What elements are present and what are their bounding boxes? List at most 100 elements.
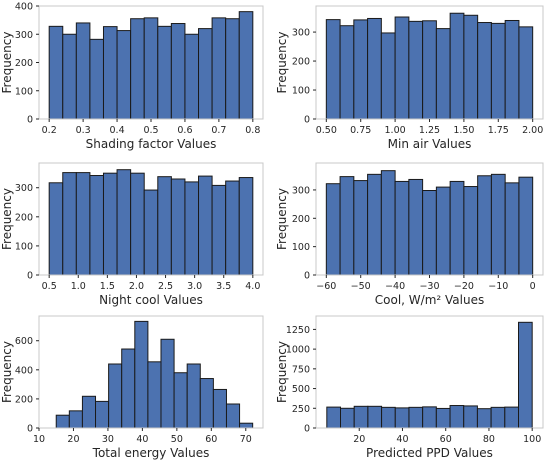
histogram-bar bbox=[102, 26, 118, 120]
histogram-bar bbox=[325, 183, 341, 276]
x-tick-label: 20 bbox=[353, 434, 365, 445]
x-tick-label: 50 bbox=[171, 434, 183, 445]
histogram-panel-4: −60 −50 −40 −30 −20 −10 0 0 100 200 300 Cool, W/m² … bbox=[275, 162, 544, 307]
y-tick-label: 500 bbox=[292, 384, 310, 395]
x-axis-label: Total energy Values bbox=[92, 446, 210, 460]
histogram-bar bbox=[504, 182, 520, 276]
y-tick-label: 0 bbox=[304, 115, 310, 126]
x-tick-label: 2.0 bbox=[129, 281, 144, 292]
histogram-bar bbox=[68, 410, 83, 429]
x-tick-label: 0.5 bbox=[143, 125, 158, 136]
x-tick-label: 2.00 bbox=[522, 125, 543, 136]
histogram-bar bbox=[381, 406, 396, 429]
histogram-bar bbox=[408, 20, 424, 120]
histogram-bar bbox=[225, 180, 240, 276]
histogram-bar bbox=[186, 363, 201, 429]
y-tick-label: 300 bbox=[292, 28, 310, 39]
histogram-bar bbox=[353, 405, 369, 429]
x-tick-label: −20 bbox=[454, 281, 474, 292]
y-tick-label: 100 bbox=[292, 242, 310, 253]
histogram-bar bbox=[198, 28, 213, 120]
histogram-bar bbox=[477, 22, 492, 120]
y-tick-label: 100 bbox=[292, 86, 310, 97]
histogram-bar bbox=[89, 38, 104, 120]
histogram-bar bbox=[408, 178, 424, 276]
histogram-bar bbox=[198, 175, 213, 276]
histogram-bar bbox=[490, 22, 506, 120]
histogram-bar bbox=[160, 338, 175, 429]
y-tick-label: 0 bbox=[304, 424, 310, 435]
axes-frame bbox=[38, 162, 264, 276]
x-axis-label: Night cool Values bbox=[99, 293, 203, 307]
histogram-bar bbox=[157, 176, 172, 276]
y-tick-label: 250 bbox=[292, 404, 310, 415]
histogram-bar bbox=[490, 406, 506, 429]
histogram-bar bbox=[134, 320, 149, 429]
histogram-bar bbox=[353, 19, 369, 120]
x-tick-label: 30 bbox=[102, 434, 114, 445]
histogram-bar bbox=[199, 378, 214, 429]
histogram-bar bbox=[225, 403, 241, 429]
x-tick-label: 0.7 bbox=[211, 125, 226, 136]
histogram-bar bbox=[518, 26, 534, 120]
histogram-bar bbox=[157, 25, 172, 120]
x-axis-label: Predicted PPD Values bbox=[366, 446, 493, 460]
x-tick-label: 60 bbox=[205, 434, 217, 445]
histogram-bar bbox=[435, 407, 451, 429]
histogram-bar bbox=[422, 406, 437, 429]
histogram-bar bbox=[339, 176, 355, 276]
x-tick-label: 1.25 bbox=[419, 125, 440, 136]
x-tick-label: 0.2 bbox=[42, 125, 57, 136]
y-tick-label: 300 bbox=[15, 30, 33, 41]
x-axis-label: Cool, W/m² Values bbox=[375, 293, 484, 307]
histogram-bar bbox=[367, 17, 382, 120]
histogram-bar bbox=[394, 180, 410, 276]
x-tick-label: 0.50 bbox=[316, 125, 337, 136]
y-tick-label: 300 bbox=[15, 183, 33, 194]
histogram-bar bbox=[108, 363, 123, 429]
histogram-bar bbox=[408, 406, 424, 429]
y-tick-label: 0 bbox=[27, 115, 33, 126]
histogram-bar bbox=[394, 16, 410, 120]
histogram-bar bbox=[173, 372, 188, 429]
y-tick-label: 100 bbox=[15, 86, 33, 97]
x-tick-label: −40 bbox=[385, 281, 405, 292]
histogram-bar bbox=[325, 19, 341, 120]
histogram-bar bbox=[504, 19, 520, 120]
histogram-bar bbox=[81, 395, 97, 429]
histogram-bar bbox=[449, 180, 465, 276]
histogram-bar bbox=[380, 170, 396, 276]
x-tick-label: −50 bbox=[351, 281, 371, 292]
y-axis-label: Frequency bbox=[0, 188, 14, 250]
y-tick-label: 600 bbox=[15, 336, 33, 347]
histogram-bar bbox=[463, 14, 479, 120]
y-tick-label: 0 bbox=[304, 271, 310, 282]
histogram-panel-3: 0.5 1.0 1.5 2.0 2.5 3.0 3.5 4.0 0 100 200 300 Night … bbox=[0, 162, 264, 307]
y-axis-label: Frequency bbox=[0, 32, 14, 94]
x-tick-label: 4.0 bbox=[245, 281, 260, 292]
x-tick-label: 3.5 bbox=[216, 281, 231, 292]
x-tick-label: −10 bbox=[488, 281, 508, 292]
x-tick-label: 40 bbox=[396, 434, 408, 445]
histogram-panel-5: 10 20 30 40 50 60 70 0 200 400 600 Total energy Val… bbox=[0, 315, 264, 460]
histogram-bar bbox=[102, 172, 118, 276]
histogram-bar bbox=[477, 175, 492, 276]
x-tick-label: 1.00 bbox=[385, 125, 406, 136]
histogram-bar bbox=[184, 181, 200, 276]
histogram-bar bbox=[518, 321, 533, 429]
histogram-bar bbox=[504, 406, 519, 429]
histogram-bar bbox=[48, 182, 64, 276]
x-tick-label: 0.6 bbox=[177, 125, 192, 136]
histogram-bar bbox=[184, 33, 200, 120]
histogram-panel-2: 0.50 0.75 1.00 1.25 1.50 1.75 2.00 0 100 200 300 Mi… bbox=[275, 5, 544, 151]
x-tick-label: 1.0 bbox=[71, 281, 86, 292]
histogram-bar bbox=[55, 414, 70, 429]
histogram-bar bbox=[48, 25, 64, 120]
x-tick-label: 10 bbox=[33, 434, 45, 445]
histogram-bar bbox=[394, 407, 410, 429]
y-tick-label: 400 bbox=[15, 365, 33, 376]
x-tick-label: 100 bbox=[523, 434, 541, 445]
x-axis-label: Shading factor Values bbox=[86, 137, 217, 151]
histogram-bar bbox=[435, 28, 451, 120]
